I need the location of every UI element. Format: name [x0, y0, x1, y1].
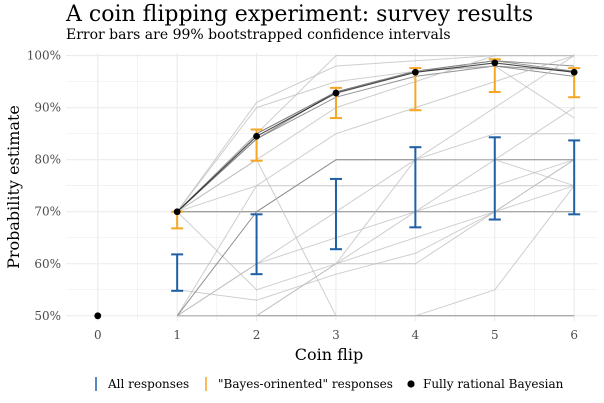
y-tick-label: 70% [34, 205, 61, 219]
y-tick-label: 90% [34, 101, 61, 115]
rational-bayesian-point [173, 208, 181, 216]
individual-response-line [176, 55, 575, 213]
x-axis-title: Coin flip [295, 345, 363, 364]
rational-bayesian-point [411, 68, 419, 76]
errorbar-layer [171, 58, 581, 292]
rational-bayesian-point [570, 68, 578, 76]
individual-response-line [176, 159, 575, 317]
individual-response-line [177, 159, 575, 317]
rational-bayesian-point [491, 59, 499, 67]
y-tick-label: 50% [34, 309, 61, 323]
individual-lines-layer [176, 55, 575, 317]
all-responses-errorbar [329, 177, 342, 251]
legend-key-point [407, 380, 415, 388]
rational-bayesian-point [253, 132, 260, 140]
all-responses-errorbar [568, 139, 581, 216]
individual-response-line [176, 107, 575, 317]
x-tick-label: 5 [491, 328, 499, 342]
x-tick-label: 3 [332, 328, 340, 342]
legend-label: Fully rational Bayesian [423, 377, 564, 391]
individual-response-line [176, 185, 575, 317]
all-responses-errorbar [250, 213, 263, 276]
legend: All responses "Bayes-orinented" responses… [95, 377, 564, 391]
chart-subtitle: Error bars are 99% bootstrapped confiden… [66, 27, 451, 43]
legend-label: All responses [107, 377, 189, 391]
chart-title: A coin flipping experiment: survey resul… [66, 2, 534, 27]
all-responses-errorbar [171, 253, 184, 292]
rational-bayesian-point [332, 89, 340, 97]
point-layer [94, 59, 578, 320]
legend-label: "Bayes-orinented" responses [218, 377, 393, 391]
y-tick-label: 60% [34, 257, 61, 271]
all-responses-errorbar [488, 136, 501, 221]
individual-response-line [176, 65, 575, 213]
individual-response-line [177, 185, 575, 301]
x-tick-label: 4 [412, 328, 420, 342]
grid-layer [66, 53, 598, 321]
rational-bayesian-point [94, 312, 102, 320]
tick-label-layer: 0 1 2 3 4 5 6 50% 60% 70% 80% 90% 100% [27, 49, 578, 342]
x-tick-label: 0 [94, 328, 102, 342]
x-tick-label: 2 [253, 328, 261, 342]
rational-bayesian-line [176, 62, 575, 213]
individual-response-line [177, 55, 575, 213]
individual-response-line [176, 65, 575, 213]
x-tick-label: 6 [570, 328, 578, 342]
y-axis-title: Probability estimate [4, 105, 23, 269]
rational-line-layer [176, 62, 575, 213]
all-responses-errorbar [409, 146, 422, 229]
individual-response-line [176, 158, 575, 317]
x-tick-label: 1 [173, 328, 181, 342]
y-tick-label: 100% [27, 49, 61, 63]
individual-response-line [176, 159, 575, 291]
y-tick-label: 80% [34, 153, 61, 167]
